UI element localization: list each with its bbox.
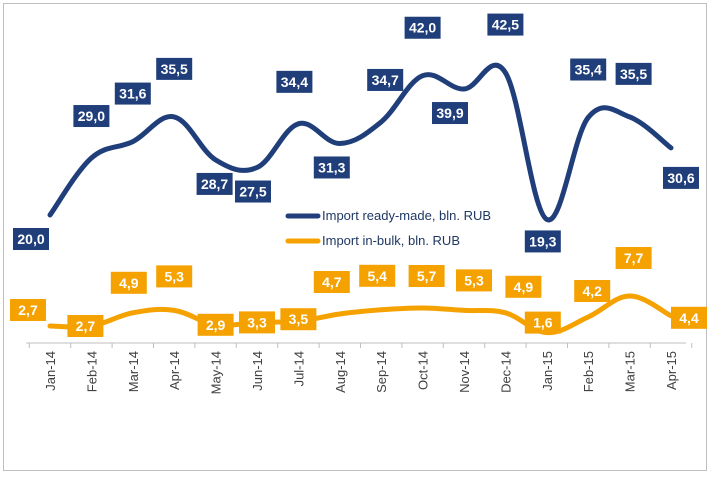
x-tick-label: Nov-14	[457, 351, 472, 393]
data-label-in-bulk: 4,7	[313, 271, 350, 293]
svg-text:2,7: 2,7	[18, 302, 38, 318]
svg-text:4,7: 4,7	[322, 274, 342, 290]
x-tick-label: Jan-14	[43, 351, 58, 391]
svg-text:31,6: 31,6	[119, 86, 146, 102]
data-labels: 20,0 29,0 31,6 35,5 28,7 27,5 34,4 31,3 34,7 42,0…	[10, 13, 707, 337]
data-label-ready-made: 30,6	[663, 166, 699, 189]
data-label-in-bulk: 4,9	[110, 271, 147, 294]
x-tick-label: Mar-15	[623, 351, 638, 392]
data-label-ready-made: 39,9	[432, 102, 468, 125]
data-label-ready-made: 35,5	[615, 62, 652, 85]
svg-text:31,3: 31,3	[318, 159, 345, 175]
svg-text:5,4: 5,4	[367, 268, 387, 284]
svg-text:1,6: 1,6	[533, 315, 553, 331]
x-tick-label: Jan-15	[540, 351, 555, 391]
series-line-ready-made	[47, 62, 674, 222]
x-tick-label: Apr-14	[167, 351, 182, 390]
chart-frame	[3, 3, 707, 471]
data-label-ready-made: 34,4	[276, 70, 313, 93]
svg-text:5,3: 5,3	[164, 268, 184, 284]
data-label-ready-made: 35,5	[156, 57, 193, 80]
x-tick-label: Jun-14	[250, 351, 265, 391]
svg-text:30,6: 30,6	[667, 170, 694, 186]
x-tick-label: Feb-14	[84, 351, 99, 392]
svg-text:34,7: 34,7	[372, 72, 399, 88]
legend-label-in-bulk: Import in-bulk, bln. RUB	[322, 233, 460, 248]
svg-text:5,3: 5,3	[464, 272, 484, 288]
data-label-in-bulk: 4,2	[574, 280, 611, 302]
legend-label-ready-made: Import ready-made, bln. RUB	[322, 208, 491, 223]
svg-text:27,5: 27,5	[239, 184, 266, 200]
data-label-in-bulk: 3,5	[280, 308, 317, 331]
data-label-in-bulk: 5,3	[156, 265, 193, 288]
data-label-in-bulk: 5,3	[456, 269, 492, 292]
svg-text:5,7: 5,7	[417, 268, 437, 284]
svg-text:3,3: 3,3	[247, 314, 267, 330]
data-label-ready-made: 42,5	[487, 13, 524, 36]
data-label-ready-made: 20,0	[13, 228, 49, 250]
svg-text:39,9: 39,9	[436, 105, 463, 121]
svg-text:19,3: 19,3	[529, 233, 556, 249]
series-layer	[47, 62, 674, 336]
svg-text:20,0: 20,0	[17, 231, 44, 247]
x-tick-label: Apr-15	[664, 351, 679, 390]
svg-text:2,7: 2,7	[76, 318, 96, 334]
svg-text:7,7: 7,7	[624, 250, 644, 266]
data-label-ready-made: 35,4	[570, 58, 607, 81]
data-label-in-bulk: 1,6	[524, 311, 561, 334]
svg-text:42,0: 42,0	[409, 20, 436, 36]
data-label-in-bulk: 5,4	[359, 264, 396, 287]
svg-text:34,4: 34,4	[281, 74, 308, 90]
x-tick-label: Jul-14	[291, 351, 306, 386]
svg-text:4,9: 4,9	[119, 275, 139, 291]
svg-text:2,9: 2,9	[206, 317, 226, 333]
data-label-ready-made: 31,3	[313, 156, 350, 179]
svg-text:29,0: 29,0	[78, 108, 105, 124]
x-tick-label: Sep-14	[374, 351, 389, 393]
data-label-ready-made: 27,5	[235, 180, 271, 203]
x-tick-label: Oct-14	[416, 351, 431, 390]
svg-text:4,4: 4,4	[679, 310, 699, 326]
svg-text:35,5: 35,5	[620, 66, 647, 82]
svg-text:28,7: 28,7	[201, 176, 228, 192]
data-label-ready-made: 28,7	[196, 172, 233, 195]
data-label-in-bulk: 4,9	[505, 275, 542, 298]
data-label-in-bulk: 5,7	[408, 265, 445, 287]
data-label-in-bulk: 2,7	[67, 315, 104, 337]
svg-text:35,5: 35,5	[161, 61, 188, 77]
x-tick-label: Aug-14	[333, 351, 348, 393]
x-tick-label: Mar-14	[126, 351, 141, 392]
svg-text:35,4: 35,4	[575, 62, 602, 78]
svg-text:4,9: 4,9	[514, 279, 534, 295]
x-axis: Jan-14 Feb-14 Mar-14 Apr-14 May-14 Jun-14 Jul-…	[26, 342, 693, 394]
data-label-in-bulk: 4,4	[671, 306, 707, 329]
data-label-in-bulk: 7,7	[615, 247, 652, 269]
svg-text:42,5: 42,5	[492, 17, 519, 33]
legend: Import ready-made, bln. RUB Import in-bu…	[285, 208, 491, 248]
x-tick-label: Dec-14	[498, 351, 513, 393]
svg-text:3,5: 3,5	[289, 311, 309, 327]
data-label-ready-made: 42,0	[404, 16, 441, 39]
data-label-in-bulk: 2,9	[197, 313, 234, 336]
data-label-ready-made: 31,6	[114, 82, 151, 105]
data-label-ready-made: 19,3	[524, 230, 561, 253]
data-label-in-bulk: 3,3	[239, 311, 275, 334]
x-tick-label: Feb-15	[581, 351, 596, 392]
data-label-in-bulk: 2,7	[10, 299, 46, 321]
data-label-ready-made: 29,0	[73, 105, 110, 128]
series-line-in-bulk	[47, 293, 674, 336]
x-tick-label: May-14	[209, 351, 224, 394]
svg-text:4,2: 4,2	[582, 283, 602, 299]
data-label-ready-made: 34,7	[367, 68, 404, 91]
